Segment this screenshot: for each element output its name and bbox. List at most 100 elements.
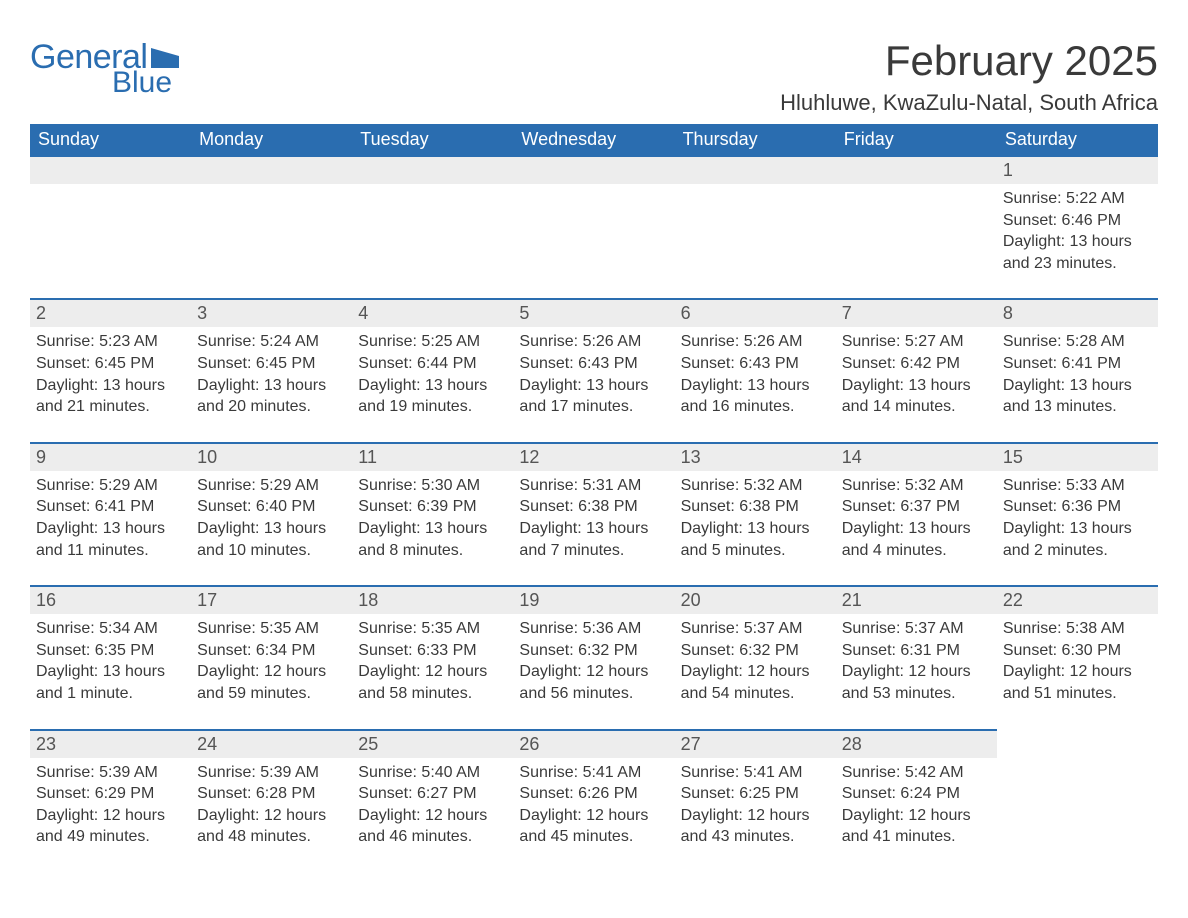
day-info: Sunrise: 5:38 AMSunset: 6:30 PMDaylight:… bbox=[997, 618, 1158, 704]
day-number: 19 bbox=[513, 585, 674, 614]
day-number: 3 bbox=[191, 298, 352, 327]
day-number: 28 bbox=[836, 729, 997, 758]
day-number: 5 bbox=[513, 298, 674, 327]
day-info: Sunrise: 5:41 AMSunset: 6:25 PMDaylight:… bbox=[675, 762, 836, 848]
sunrise: Sunrise: 5:31 AM bbox=[519, 475, 668, 497]
sunrise: Sunrise: 5:42 AM bbox=[842, 762, 991, 784]
calendar-cell: 4Sunrise: 5:25 AMSunset: 6:44 PMDaylight… bbox=[352, 298, 513, 441]
logo-flag-icon bbox=[151, 48, 179, 68]
day-info: Sunrise: 5:28 AMSunset: 6:41 PMDaylight:… bbox=[997, 331, 1158, 417]
sunset: Sunset: 6:45 PM bbox=[36, 353, 185, 375]
day-number: 1 bbox=[997, 155, 1158, 184]
day-number: 25 bbox=[352, 729, 513, 758]
day-info: Sunrise: 5:35 AMSunset: 6:34 PMDaylight:… bbox=[191, 618, 352, 704]
sunset: Sunset: 6:26 PM bbox=[519, 783, 668, 805]
day-info: Sunrise: 5:34 AMSunset: 6:35 PMDaylight:… bbox=[30, 618, 191, 704]
day-header: Wednesday bbox=[513, 124, 674, 155]
sunset: Sunset: 6:36 PM bbox=[1003, 496, 1152, 518]
calendar-cell: 15Sunrise: 5:33 AMSunset: 6:36 PMDayligh… bbox=[997, 442, 1158, 585]
sunrise: Sunrise: 5:25 AM bbox=[358, 331, 507, 353]
sunrise: Sunrise: 5:24 AM bbox=[197, 331, 346, 353]
sunset: Sunset: 6:30 PM bbox=[1003, 640, 1152, 662]
daylight: Daylight: 13 hours and 23 minutes. bbox=[1003, 231, 1152, 274]
day-info: Sunrise: 5:40 AMSunset: 6:27 PMDaylight:… bbox=[352, 762, 513, 848]
sunset: Sunset: 6:44 PM bbox=[358, 353, 507, 375]
sunrise: Sunrise: 5:23 AM bbox=[36, 331, 185, 353]
day-number: 27 bbox=[675, 729, 836, 758]
daylight: Daylight: 13 hours and 8 minutes. bbox=[358, 518, 507, 561]
sunrise: Sunrise: 5:27 AM bbox=[842, 331, 991, 353]
logo: General Blue bbox=[30, 40, 179, 98]
daylight: Daylight: 13 hours and 17 minutes. bbox=[519, 375, 668, 418]
day-number bbox=[352, 155, 513, 184]
day-number: 18 bbox=[352, 585, 513, 614]
daylight: Daylight: 12 hours and 49 minutes. bbox=[36, 805, 185, 848]
calendar-cell bbox=[30, 155, 191, 298]
sunrise: Sunrise: 5:36 AM bbox=[519, 618, 668, 640]
sunset: Sunset: 6:31 PM bbox=[842, 640, 991, 662]
calendar-cell: 17Sunrise: 5:35 AMSunset: 6:34 PMDayligh… bbox=[191, 585, 352, 728]
daylight: Daylight: 13 hours and 5 minutes. bbox=[681, 518, 830, 561]
sunrise: Sunrise: 5:38 AM bbox=[1003, 618, 1152, 640]
day-info: Sunrise: 5:30 AMSunset: 6:39 PMDaylight:… bbox=[352, 475, 513, 561]
calendar-cell bbox=[836, 155, 997, 298]
day-info: Sunrise: 5:25 AMSunset: 6:44 PMDaylight:… bbox=[352, 331, 513, 417]
calendar-cell: 7Sunrise: 5:27 AMSunset: 6:42 PMDaylight… bbox=[836, 298, 997, 441]
day-info: Sunrise: 5:32 AMSunset: 6:37 PMDaylight:… bbox=[836, 475, 997, 561]
day-number bbox=[997, 729, 1158, 756]
calendar-cell: 5Sunrise: 5:26 AMSunset: 6:43 PMDaylight… bbox=[513, 298, 674, 441]
sunset: Sunset: 6:37 PM bbox=[842, 496, 991, 518]
logo-text-blue: Blue bbox=[112, 68, 179, 98]
daylight: Daylight: 12 hours and 54 minutes. bbox=[681, 661, 830, 704]
day-number bbox=[836, 155, 997, 184]
calendar-cell: 8Sunrise: 5:28 AMSunset: 6:41 PMDaylight… bbox=[997, 298, 1158, 441]
day-info: Sunrise: 5:39 AMSunset: 6:29 PMDaylight:… bbox=[30, 762, 191, 848]
sunset: Sunset: 6:41 PM bbox=[1003, 353, 1152, 375]
sunrise: Sunrise: 5:29 AM bbox=[197, 475, 346, 497]
month-title: February 2025 bbox=[780, 40, 1158, 82]
calendar-cell: 27 Sunrise: 5:41 AMSunset: 6:25 PMDayligh… bbox=[675, 729, 836, 872]
day-info: Sunrise: 5:32 AMSunset: 6:38 PMDaylight:… bbox=[675, 475, 836, 561]
day-number: 14 bbox=[836, 442, 997, 471]
sunrise: Sunrise: 5:30 AM bbox=[358, 475, 507, 497]
sunset: Sunset: 6:45 PM bbox=[197, 353, 346, 375]
calendar-cell: 16Sunrise: 5:34 AMSunset: 6:35 PMDayligh… bbox=[30, 585, 191, 728]
sunrise: Sunrise: 5:37 AM bbox=[842, 618, 991, 640]
sunrise: Sunrise: 5:41 AM bbox=[681, 762, 830, 784]
calendar-table: SundayMondayTuesdayWednesdayThursdayFrid… bbox=[30, 124, 1158, 872]
day-number bbox=[513, 155, 674, 184]
week-row: 9Sunrise: 5:29 AMSunset: 6:41 PMDaylight… bbox=[30, 442, 1158, 585]
day-header: Monday bbox=[191, 124, 352, 155]
day-number: 6 bbox=[675, 298, 836, 327]
sunset: Sunset: 6:43 PM bbox=[519, 353, 668, 375]
calendar-cell: 24Sunrise: 5:39 AMSunset: 6:28 PMDayligh… bbox=[191, 729, 352, 872]
sunset: Sunset: 6:32 PM bbox=[519, 640, 668, 662]
daylight: Daylight: 13 hours and 10 minutes. bbox=[197, 518, 346, 561]
sunrise: Sunrise: 5:22 AM bbox=[1003, 188, 1152, 210]
calendar-cell: 21Sunrise: 5:37 AMSunset: 6:31 PMDayligh… bbox=[836, 585, 997, 728]
sunset: Sunset: 6:42 PM bbox=[842, 353, 991, 375]
calendar-cell: 3Sunrise: 5:24 AMSunset: 6:45 PMDaylight… bbox=[191, 298, 352, 441]
calendar-cell: 26Sunrise: 5:41 AMSunset: 6:26 PMDayligh… bbox=[513, 729, 674, 872]
sunrise: Sunrise: 5:26 AM bbox=[681, 331, 830, 353]
daylight: Daylight: 12 hours and 59 minutes. bbox=[197, 661, 346, 704]
location: Hluhluwe, KwaZulu-Natal, South Africa bbox=[780, 90, 1158, 116]
daylight: Daylight: 13 hours and 4 minutes. bbox=[842, 518, 991, 561]
calendar-cell: 22Sunrise: 5:38 AMSunset: 6:30 PMDayligh… bbox=[997, 585, 1158, 728]
sunset: Sunset: 6:27 PM bbox=[358, 783, 507, 805]
sunrise: Sunrise: 5:40 AM bbox=[358, 762, 507, 784]
calendar-cell: 10Sunrise: 5:29 AMSunset: 6:40 PMDayligh… bbox=[191, 442, 352, 585]
sunset: Sunset: 6:35 PM bbox=[36, 640, 185, 662]
sunset: Sunset: 6:41 PM bbox=[36, 496, 185, 518]
sunrise: Sunrise: 5:41 AM bbox=[519, 762, 668, 784]
day-number: 12 bbox=[513, 442, 674, 471]
calendar-cell: 25 Sunrise: 5:40 AMSunset: 6:27 PMDayligh… bbox=[352, 729, 513, 872]
day-number: 13 bbox=[675, 442, 836, 471]
calendar-cell: 11Sunrise: 5:30 AMSunset: 6:39 PMDayligh… bbox=[352, 442, 513, 585]
sunrise: Sunrise: 5:35 AM bbox=[197, 618, 346, 640]
sunset: Sunset: 6:38 PM bbox=[681, 496, 830, 518]
calendar-cell bbox=[997, 729, 1158, 872]
sunrise: Sunrise: 5:32 AM bbox=[681, 475, 830, 497]
calendar-cell: 20Sunrise: 5:37 AMSunset: 6:32 PMDayligh… bbox=[675, 585, 836, 728]
daylight: Daylight: 13 hours and 1 minute. bbox=[36, 661, 185, 704]
